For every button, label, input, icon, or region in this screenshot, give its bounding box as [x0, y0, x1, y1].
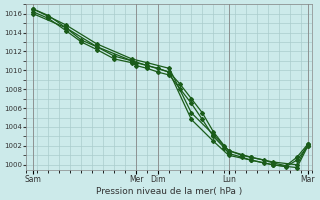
X-axis label: Pression niveau de la mer( hPa ): Pression niveau de la mer( hPa ) [96, 187, 243, 196]
